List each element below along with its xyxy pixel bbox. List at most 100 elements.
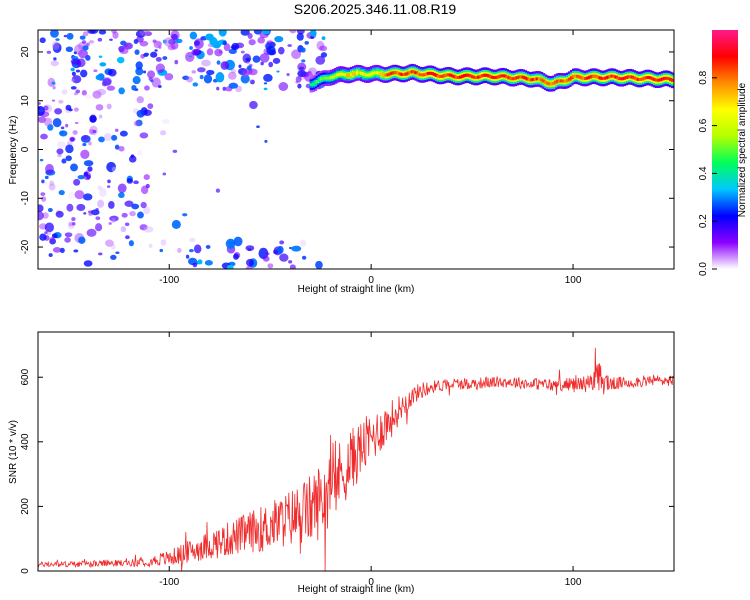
ridge-segment <box>321 76 326 80</box>
noise-blob <box>191 48 202 56</box>
ridge-segment <box>426 71 431 75</box>
ridge-segment <box>644 76 649 80</box>
noise-blob <box>58 99 64 104</box>
noise-blob <box>83 193 93 201</box>
noise-blob <box>76 203 86 212</box>
noise-blob <box>162 39 167 44</box>
noise-blob <box>143 174 150 181</box>
noise-blob <box>260 61 264 66</box>
y-tick-label: 20 <box>20 46 31 58</box>
colorbar-tick-label: 0.6 <box>698 118 709 132</box>
noise-blob <box>319 45 328 52</box>
noise-blob <box>39 158 44 162</box>
ridge-segment <box>416 72 421 76</box>
noise-blob <box>185 254 190 259</box>
noise-blob <box>142 109 152 116</box>
noise-blob <box>266 45 276 56</box>
noise-blob <box>41 179 45 184</box>
noise-blob <box>40 192 46 196</box>
noise-blob <box>199 74 204 80</box>
noise-blob <box>164 73 174 81</box>
noise-blob <box>171 219 181 230</box>
noise-blob <box>136 96 144 104</box>
noise-blob <box>97 37 103 42</box>
noise-blob <box>108 200 115 209</box>
noise-blob <box>246 65 252 71</box>
ridge-segment <box>450 74 455 78</box>
noise-blob <box>226 264 234 269</box>
ridge-segment <box>479 74 483 78</box>
noise-blob <box>125 235 130 240</box>
ridge-segment <box>422 73 427 77</box>
x-tick-label: -100 <box>159 275 179 286</box>
ridge-segment <box>420 73 425 77</box>
noise-blob <box>85 170 90 173</box>
noise-blob <box>263 82 268 85</box>
ridge-segment <box>561 79 566 83</box>
noise-blob <box>73 249 79 253</box>
noise-blob <box>304 40 309 45</box>
ridge-segment <box>412 70 417 74</box>
noise-blob <box>150 51 158 58</box>
ridge-segment <box>529 78 534 82</box>
ridge-segment <box>535 77 540 81</box>
noise-blob <box>60 126 65 130</box>
noise-blob <box>66 32 74 40</box>
snr-xlabel: Height of straight line (km) <box>298 584 415 595</box>
noise-blob <box>307 67 317 77</box>
noise-blob <box>111 134 118 141</box>
ridge-segment <box>618 77 623 81</box>
noise-blob <box>191 70 197 74</box>
noise-blob <box>249 79 255 85</box>
ridge-segment <box>448 73 453 77</box>
noise-blob <box>38 102 41 105</box>
ridge-segment <box>650 77 655 81</box>
ridge-segment <box>368 73 372 77</box>
noise-blob <box>153 40 162 49</box>
ridge-segment <box>574 74 578 78</box>
noise-blob <box>272 57 281 64</box>
noise-blob <box>89 114 97 123</box>
noise-blob <box>56 141 66 149</box>
ridge-segment <box>434 73 439 77</box>
noise-blob <box>188 248 194 253</box>
noise-blob <box>38 210 44 221</box>
ridge-segment <box>333 74 338 78</box>
noise-blob <box>143 206 151 215</box>
noise-blob <box>107 179 111 184</box>
ridge-segment <box>400 73 404 76</box>
noise-blob <box>73 178 81 186</box>
ridge-segment <box>600 77 604 80</box>
ridge-segment <box>620 77 625 81</box>
noise-blob <box>159 248 164 253</box>
noise-blob <box>215 72 225 83</box>
noise-blob <box>246 61 250 65</box>
ridge-segment <box>582 77 586 80</box>
ridge-segment <box>668 78 673 81</box>
noise-blob <box>296 30 305 35</box>
noise-blob <box>288 260 293 264</box>
noise-blob <box>54 108 63 115</box>
noise-blob <box>301 255 307 260</box>
noise-blob <box>114 128 119 132</box>
ridge-segment <box>339 72 344 76</box>
noise-blob <box>298 66 305 70</box>
noise-blob <box>170 30 180 41</box>
ridge-segment <box>499 74 503 78</box>
noise-blob <box>71 71 76 76</box>
noise-blob <box>88 40 95 44</box>
noise-blob <box>44 231 48 235</box>
noise-blob <box>87 210 94 214</box>
noise-blob <box>151 77 161 88</box>
ridge-segment <box>624 76 629 79</box>
noise-blob <box>81 90 87 96</box>
noise-blob <box>259 53 270 63</box>
noise-blob <box>135 67 144 76</box>
ridge-segment <box>563 79 568 83</box>
noise-blob <box>204 260 213 266</box>
x-tick-label: 100 <box>565 275 582 286</box>
noise-blob <box>52 85 56 90</box>
x-tick-label: 0 <box>368 275 374 286</box>
noise-blob <box>296 32 304 41</box>
noise-blob <box>114 144 120 150</box>
